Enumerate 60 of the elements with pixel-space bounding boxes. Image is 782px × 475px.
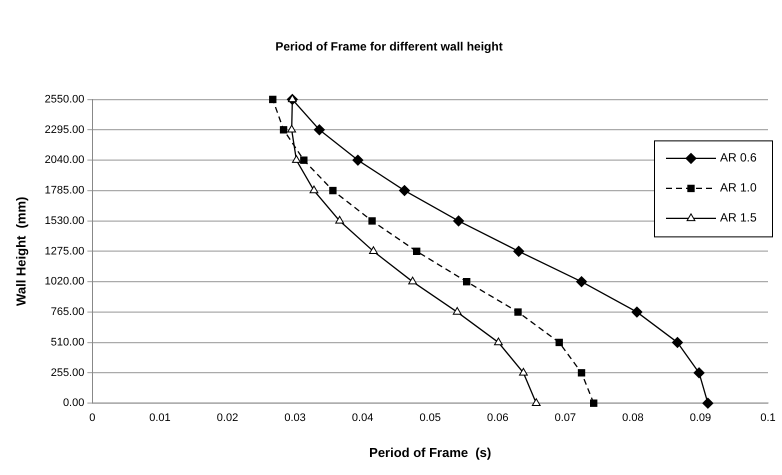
point (519, 368, 528, 376)
y-tick-label: 2295.00 (44, 124, 84, 136)
point (412, 248, 420, 255)
point (292, 155, 301, 163)
legend-label: AR 1.0 (720, 180, 758, 195)
point (335, 216, 344, 224)
point (269, 96, 276, 104)
x-tick-label: 0.05 (419, 412, 441, 424)
point (576, 276, 588, 288)
x-tick-label: 0.08 (622, 412, 644, 424)
point (288, 94, 297, 102)
point (352, 154, 364, 166)
point (556, 338, 563, 346)
chart-title: Period of Frame for different wall height (275, 40, 503, 54)
point (310, 186, 318, 194)
y-axis-title: Wall Height (mm) (13, 196, 28, 306)
x-tick-label: 0.07 (554, 412, 576, 424)
x-tick-label: 0.04 (352, 412, 374, 424)
legend-label: AR 0.6 (720, 150, 758, 165)
point (408, 276, 418, 284)
point (631, 306, 642, 318)
y-tick-label: 510.00 (50, 336, 84, 348)
point (280, 126, 288, 134)
point (287, 124, 296, 133)
x-tick-label: 0.02 (216, 412, 238, 424)
x-tick-label: 0.09 (690, 412, 712, 424)
x-tick-label: 0.06 (487, 412, 508, 424)
point (590, 400, 598, 407)
point (453, 215, 464, 226)
y-tick-label: 0.00 (62, 397, 84, 410)
point (300, 156, 308, 164)
point (694, 367, 705, 378)
point (532, 398, 541, 406)
point (369, 246, 378, 254)
point (462, 278, 470, 286)
y-tick-label: 1530.00 (44, 214, 84, 227)
y-tick-label: 2550.00 (44, 93, 84, 106)
y-tick-label: 255.00 (50, 366, 84, 379)
point (399, 185, 410, 196)
point (702, 398, 714, 409)
x-tick-label: 0.01 (149, 412, 171, 424)
y-tick-label: 1785.00 (44, 184, 84, 197)
y-tick-label: 1020.00 (44, 276, 84, 288)
legend-label: AR 1.5 (720, 210, 758, 225)
point (452, 307, 462, 315)
y-tick-label: 2040.00 (44, 154, 84, 166)
point (578, 369, 586, 376)
y-tick-label: 1275.00 (44, 245, 84, 258)
x-tick-label: 0.03 (284, 412, 306, 424)
point (514, 308, 522, 316)
point (329, 186, 337, 194)
y-tick-label: 765.00 (50, 306, 84, 318)
point (314, 124, 325, 136)
point (513, 246, 524, 257)
point (672, 336, 683, 348)
point (368, 217, 376, 225)
point (494, 337, 503, 346)
x-tick-label: 0.1 (760, 412, 776, 424)
x-tick-label: 0 (89, 412, 96, 424)
x-axis-title: Period of Frame (s) (369, 444, 492, 460)
